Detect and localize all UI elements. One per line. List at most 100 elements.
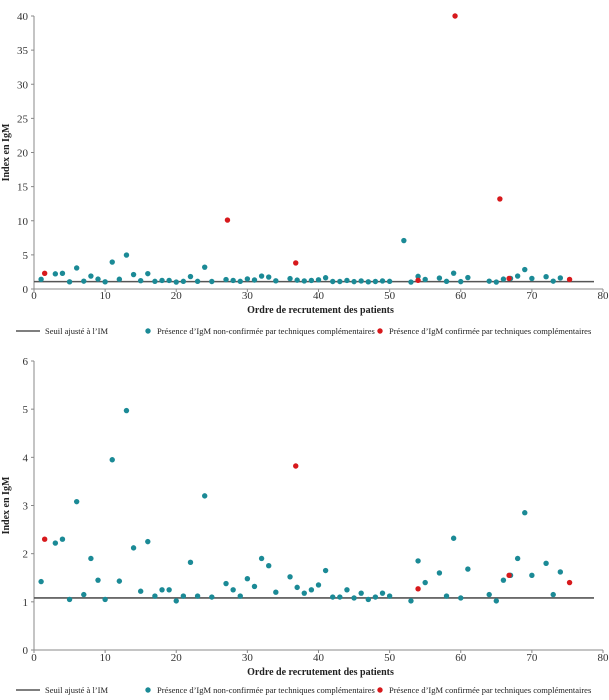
x-tick-label: 60 — [455, 290, 467, 302]
unconfirmed-point — [273, 278, 279, 284]
unconfirmed-point — [493, 279, 500, 285]
legend-unconfirmed-label: Présence d’IgM non-confirmée par techniq… — [157, 685, 375, 695]
x-tick-label: 10 — [100, 652, 112, 664]
unconfirmed-point — [344, 277, 350, 284]
unconfirmed-point — [358, 278, 364, 284]
y-tick-label: 5 — [23, 404, 29, 416]
unconfirmed-point — [358, 590, 364, 596]
unconfirmed-point — [294, 584, 300, 591]
unconfirmed-point — [209, 594, 215, 600]
x-tick-label: 50 — [384, 652, 396, 664]
unconfirmed-point — [173, 279, 179, 285]
confirmed-point — [506, 275, 512, 282]
confirmed-point — [506, 572, 512, 579]
unconfirmed-point — [493, 598, 500, 604]
y-tick-label: 20 — [17, 148, 29, 160]
unconfirmed-point — [52, 271, 59, 277]
unconfirmed-point — [166, 277, 172, 284]
unconfirmed-point — [102, 596, 108, 603]
unconfirmed-point — [81, 278, 87, 284]
unconfirmed-point — [522, 510, 528, 516]
confirmed-point — [41, 536, 48, 542]
unconfirmed-point — [187, 559, 194, 566]
unconfirmed-point — [180, 593, 187, 599]
unconfirmed-point — [38, 578, 44, 585]
unconfirmed-point — [408, 598, 414, 604]
y-tick-label: 25 — [17, 113, 29, 125]
x-tick-label: 20 — [171, 652, 183, 664]
unconfirmed-point — [137, 277, 144, 284]
unconfirmed-point — [486, 278, 492, 284]
unconfirmed-point — [130, 545, 137, 551]
unconfirmed-point — [202, 264, 208, 270]
unconfirmed-point — [223, 580, 229, 587]
unconfirmed-point — [379, 278, 386, 284]
unconfirmed-point — [365, 279, 371, 285]
unconfirmed-point — [145, 538, 151, 545]
unconfirmed-point — [315, 277, 322, 283]
unconfirmed-point — [95, 276, 101, 282]
unconfirmed-point — [88, 555, 94, 562]
unconfirmed-point — [109, 457, 115, 463]
unconfirmed-point — [258, 555, 265, 562]
legend-threshold-label: Seuil ajusté à l’IM — [45, 685, 108, 695]
y-axis-title: Index en IgM — [1, 123, 12, 181]
y-tick-label: 35 — [17, 45, 29, 57]
x-tick-label: 30 — [242, 290, 254, 302]
x-axis-title: Ordre de recrutement des patients — [247, 305, 394, 316]
x-tick-label: 30 — [242, 652, 254, 664]
unconfirmed-point — [187, 273, 194, 280]
unconfirmed-point — [88, 273, 94, 279]
unconfirmed-point — [330, 278, 336, 285]
unconfirmed-point — [123, 252, 130, 258]
unconfirmed-point — [443, 593, 450, 599]
unconfirmed-point — [301, 278, 307, 284]
unconfirmed-point — [522, 266, 528, 273]
unconfirmed-point — [344, 587, 350, 593]
unconfirmed-point — [230, 587, 236, 593]
unconfirmed-point — [52, 540, 59, 546]
unconfirmed-point — [422, 579, 428, 586]
y-tick-label: 5 — [23, 250, 29, 262]
unconfirmed-point — [123, 407, 130, 414]
legend-confirmed-label: Présence d’IgM confirmée par techniques … — [389, 326, 591, 336]
unconfirmed-point — [95, 577, 101, 583]
unconfirmed-point — [386, 278, 393, 285]
legend-threshold-label: Seuil ajusté à l’IM — [45, 326, 108, 336]
unconfirmed-point — [294, 277, 300, 283]
unconfirmed-point — [66, 596, 73, 603]
unconfirmed-point — [458, 278, 464, 285]
x-tick-label: 10 — [100, 290, 112, 302]
unconfirmed-point — [166, 587, 172, 593]
x-axis-title: Ordre de recrutement des patients — [247, 667, 394, 678]
unconfirmed-point — [436, 275, 443, 281]
unconfirmed-point — [251, 277, 258, 283]
unconfirmed-point — [465, 566, 471, 572]
unconfirmed-point — [301, 590, 307, 596]
confirmed-point — [224, 217, 231, 223]
unconfirmed-point — [322, 567, 329, 574]
unconfirmed-point — [287, 574, 293, 580]
x-tick-label: 80 — [598, 290, 609, 302]
legend: Seuil ajusté à l’IM Présence d’IgM non-co… — [16, 685, 591, 695]
y-tick-label: 15 — [17, 182, 29, 194]
x-tick-label: 40 — [313, 652, 325, 664]
unconfirmed-point — [322, 275, 329, 281]
unconfirmed-point — [379, 590, 386, 596]
unconfirmed-point — [543, 560, 549, 566]
unconfirmed-point — [465, 274, 471, 281]
unconfirmed-point — [287, 275, 293, 282]
unconfirmed-point — [330, 594, 336, 600]
unconfirmed-point — [372, 594, 379, 600]
unconfirmed-point — [550, 591, 556, 598]
unconfirmed-point — [273, 589, 279, 595]
unconfirmed-point — [258, 273, 265, 279]
unconfirmed-point — [500, 577, 507, 583]
x-tick-label: 20 — [171, 290, 183, 302]
unconfirmed-point — [223, 276, 229, 283]
series-unconfirmed — [38, 407, 564, 604]
x-tick-label: 60 — [455, 652, 467, 664]
x-tick-label: 70 — [526, 290, 538, 302]
unconfirmed-point — [209, 278, 215, 285]
